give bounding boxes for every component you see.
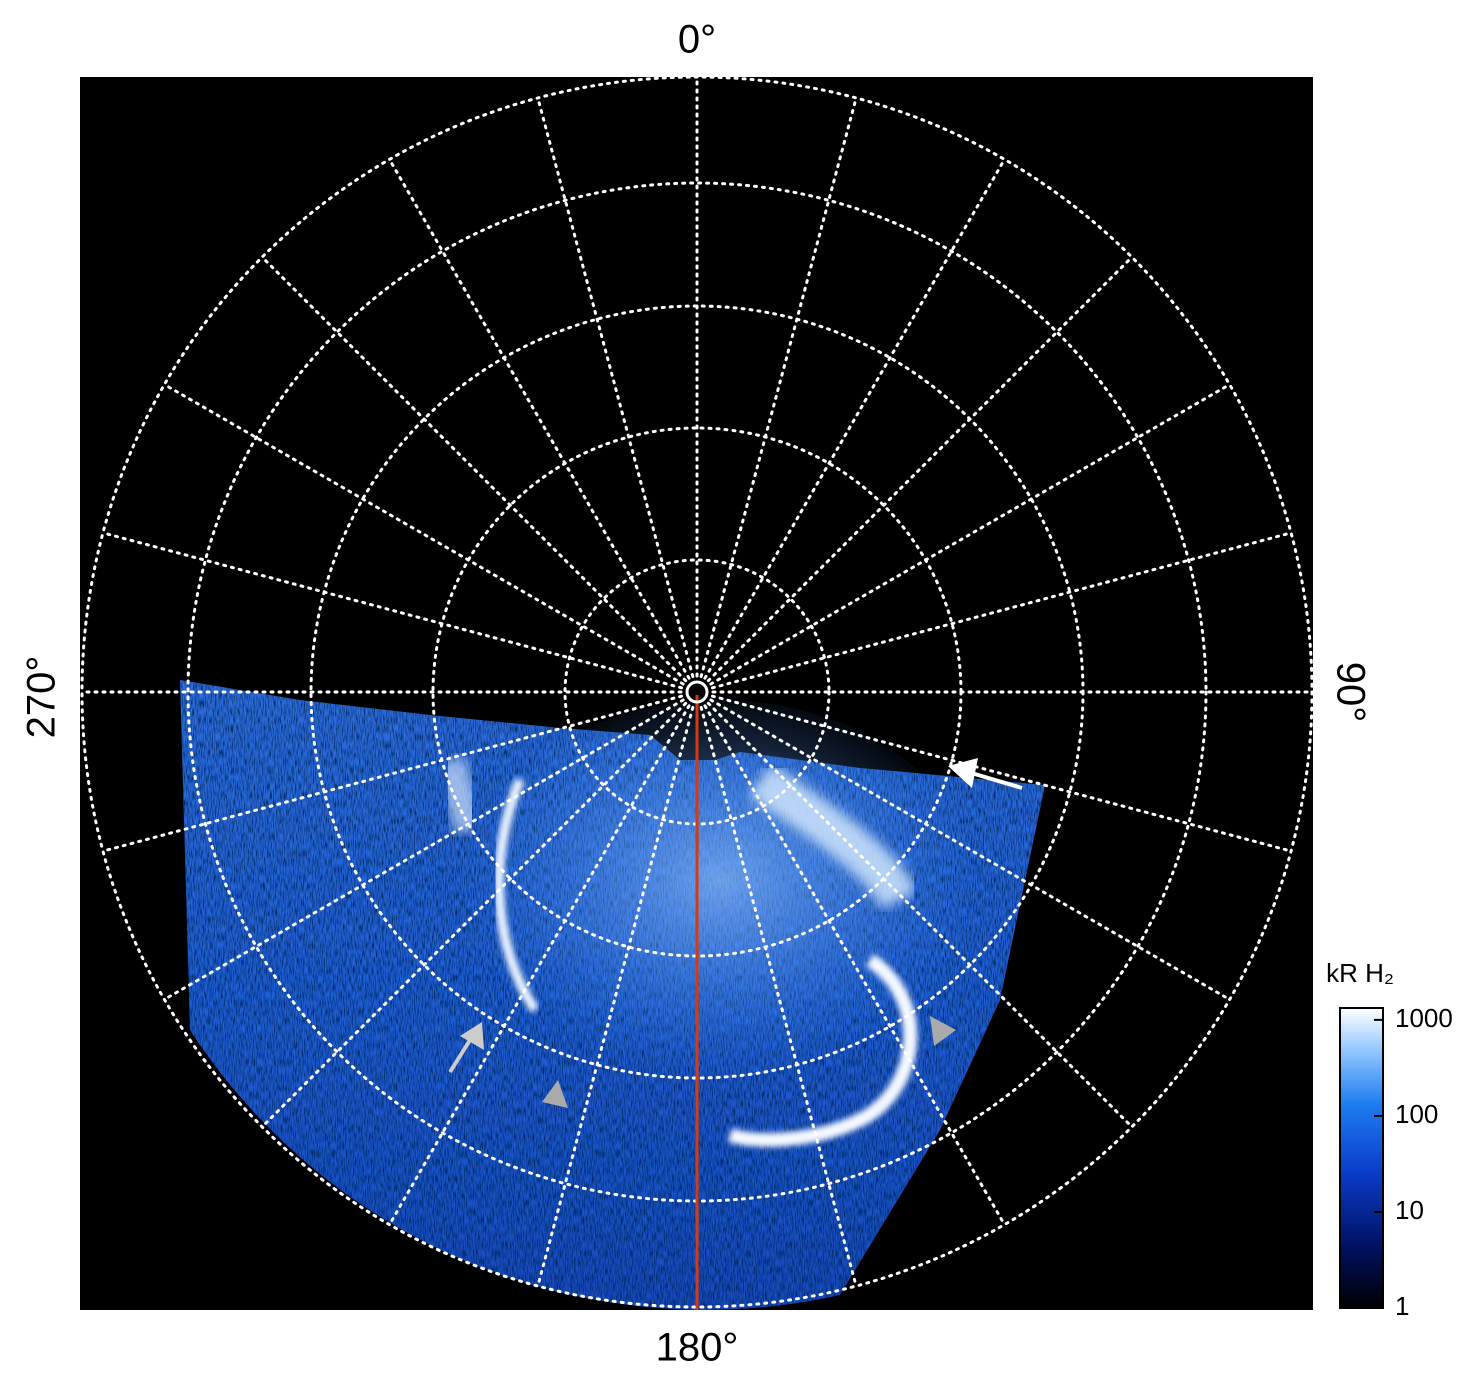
colorbar: kR H₂ 1 10 100 1000 [1326,958,1453,1321]
grid-meridian [388,157,691,680]
aurora-arc [494,778,540,1013]
grid-meridian [710,694,1293,853]
grid-meridian [260,701,688,1129]
grid-meridian [101,694,684,853]
grid-meridian [162,698,685,1001]
colorbar-tick-label: 1000 [1395,1003,1453,1033]
angle-label: 90° [1328,662,1372,723]
colorbar-tick-label: 1 [1395,1291,1409,1321]
colorbar-label: kR H₂ [1326,958,1394,988]
colorbar-scale [1339,1007,1384,1309]
grid-meridian [162,383,685,686]
grid-meridian [536,705,695,1288]
angle-label: 0° [678,18,716,62]
grid-meridian [699,705,858,1288]
grid-meridian [706,701,1134,1129]
grid-meridian [706,255,1134,683]
colorbar-tick-label: 100 [1395,1099,1438,1129]
grid-meridian [710,531,1293,690]
grid-meridian [388,704,691,1227]
angle-label: 180° [656,1326,739,1370]
grid-meridian [101,531,684,690]
colorbar-tick-label: 10 [1395,1195,1424,1225]
arrow [930,1016,956,1046]
arrow [542,1080,568,1108]
grid-meridian [703,157,1006,680]
grid-meridian [703,704,1006,1227]
arrow [448,1022,484,1074]
pole-marker [685,680,709,704]
grid-meridian [260,255,688,683]
aurora-arc [727,954,918,1147]
arrow [948,758,1023,790]
angle-label: 270° [20,656,64,739]
grid-meridian [699,96,858,679]
grid-meridian [709,383,1232,686]
grid-meridian [709,698,1232,1001]
aurora-glow [460,700,980,1100]
grid-meridian [536,96,695,679]
grid-circle [80,75,1314,1309]
